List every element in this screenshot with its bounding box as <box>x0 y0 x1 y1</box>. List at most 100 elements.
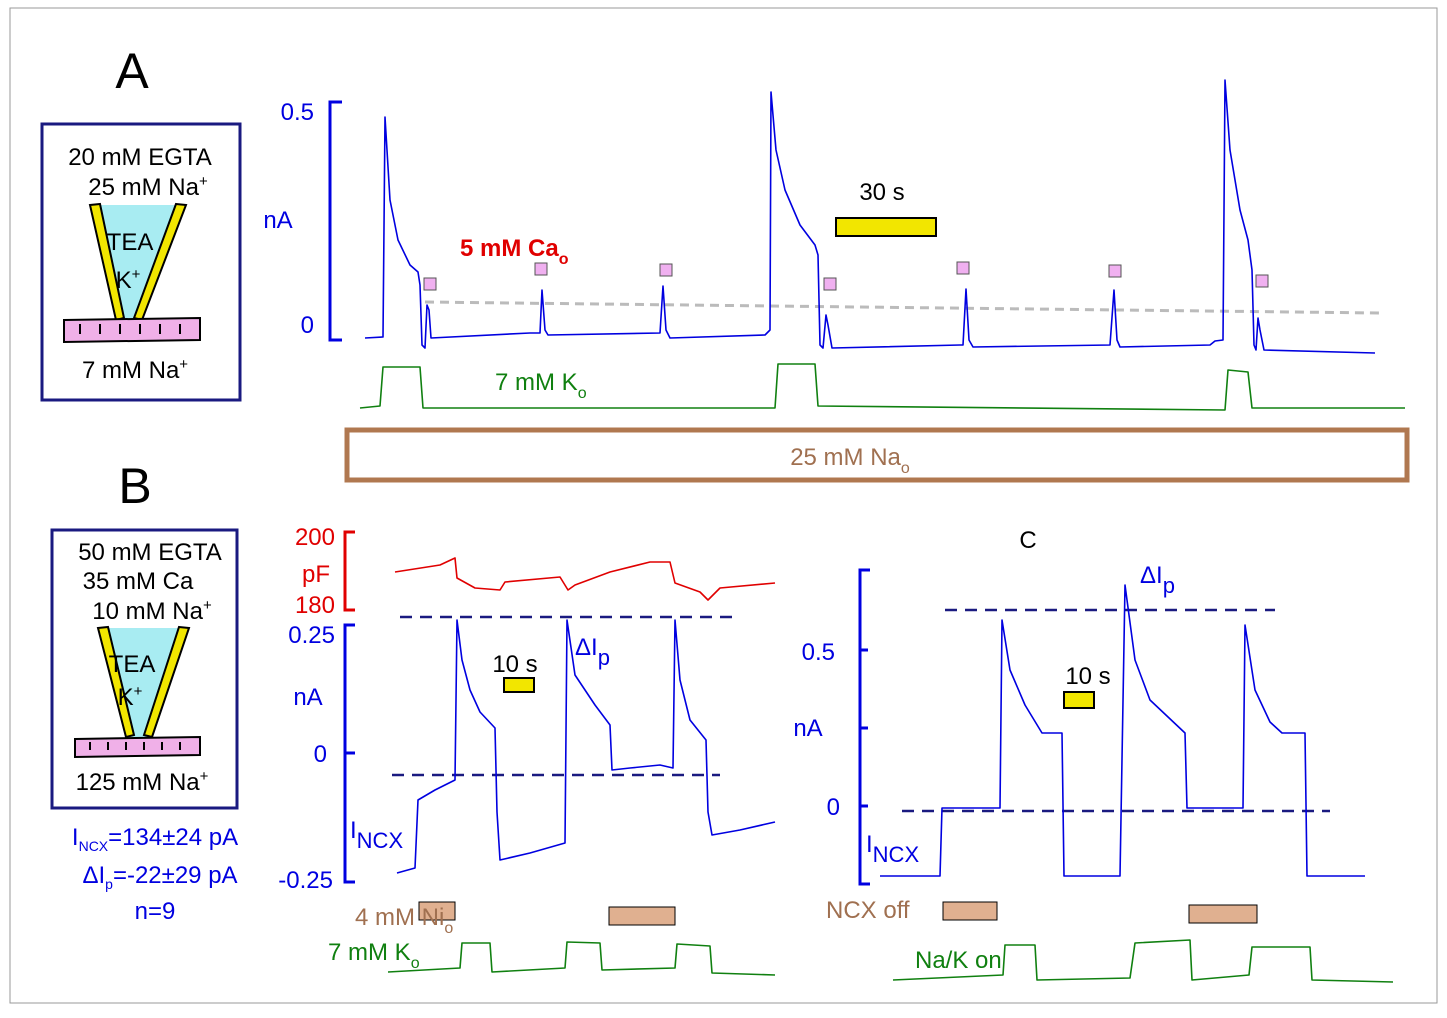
tick-label: 0.25 <box>288 622 335 649</box>
text-part: + <box>179 356 188 373</box>
text-part: ΔI <box>82 862 105 889</box>
text-part: =-22±29 pA <box>113 862 238 889</box>
text-part: o <box>559 251 569 268</box>
scale-bar <box>1063 691 1095 709</box>
tick-label: 0.5 <box>802 639 835 666</box>
y-axis <box>858 568 870 886</box>
box-text: 10 mM Na+ <box>92 597 212 625</box>
box-text: 125 mM Na+ <box>76 768 209 796</box>
ca-label: 5 mM Cao <box>460 235 569 268</box>
scale-label: 10 s <box>1065 663 1110 690</box>
pipette-wall <box>96 625 136 739</box>
axis-unit: nA <box>293 684 322 711</box>
text-part: o <box>578 385 587 402</box>
text-part: NCX <box>79 838 109 854</box>
box-text: 20 mM EGTA <box>68 144 212 171</box>
tick-label: 0.5 <box>281 99 314 126</box>
ni-label: 4 mM Nio <box>355 904 453 937</box>
tick-label: 0 <box>301 312 314 339</box>
box-text: 25 mM Na+ <box>88 173 208 201</box>
ncx-bar <box>1188 904 1258 924</box>
text-part: 7 mM K <box>328 939 411 966</box>
cell <box>63 316 201 344</box>
shape <box>823 277 837 291</box>
text-part: + <box>200 768 209 785</box>
scale-bar <box>835 217 937 237</box>
frame <box>9 7 1438 1004</box>
na-bar <box>344 427 1410 483</box>
delta-label: ΔIp <box>575 634 610 670</box>
text-part: + <box>199 173 208 190</box>
text-part: p <box>598 645 610 670</box>
text-part: p <box>1163 573 1175 598</box>
text-part: 7 mM Na <box>82 357 180 384</box>
text-part: + <box>132 266 141 283</box>
panel-label: C <box>1019 527 1036 554</box>
axis-unit: nA <box>263 207 292 234</box>
stat: n=9 <box>135 898 176 925</box>
text-part: I <box>72 824 79 851</box>
text-part: 4 mM Ni <box>355 904 444 931</box>
shape <box>1255 274 1269 288</box>
ni-bar <box>418 901 456 921</box>
text-part: o <box>444 920 453 937</box>
shape <box>423 277 437 291</box>
baseline <box>424 300 1381 315</box>
text-part: 10 mM Na <box>92 598 203 625</box>
na-label: 25 mM Nao <box>790 444 910 477</box>
cell-ticks <box>89 742 181 750</box>
delta-label: ΔIp <box>1140 562 1175 598</box>
text-part: =134±24 pA <box>108 824 238 851</box>
tick-label: 0 <box>314 741 327 768</box>
box-text: 7 mM Na+ <box>82 356 188 384</box>
stat: INCX=134±24 pA <box>72 824 238 854</box>
text-part: 5 mM Ca <box>460 235 559 262</box>
pf-axis <box>343 530 355 612</box>
text-part: 25 mM Na <box>88 174 199 201</box>
panel-label: B <box>118 458 151 514</box>
pipette-box <box>40 122 242 402</box>
text-part: 125 mM Na <box>76 769 201 796</box>
ni-bar <box>608 906 676 926</box>
current-trace <box>396 619 776 874</box>
scale-label: 10 s <box>492 651 537 678</box>
text-part: NCX <box>357 828 404 853</box>
nak-label: Na/K on <box>915 947 1002 974</box>
axis-unit: pF <box>302 561 330 588</box>
text-part: NCX <box>873 842 920 867</box>
shape <box>1108 264 1122 278</box>
box-text: 35 mM Ca <box>83 568 194 595</box>
tick-label: 0 <box>827 794 840 821</box>
incx-label: INCX <box>866 831 919 867</box>
text-part: K <box>118 684 134 711</box>
text-part: o <box>901 460 910 477</box>
box-text: K+ <box>116 266 141 294</box>
markers <box>423 261 1269 291</box>
shape <box>956 261 970 275</box>
k-trace <box>387 941 776 976</box>
pipette-wall <box>88 202 126 322</box>
text-part: + <box>134 683 143 700</box>
tick-label: 180 <box>295 592 335 619</box>
panel-label: A <box>115 43 149 99</box>
text-part: ΔI <box>1140 562 1163 589</box>
incx-label: INCX <box>350 817 403 853</box>
capacitance-trace <box>394 557 776 601</box>
shape <box>534 262 548 276</box>
shape <box>659 263 673 277</box>
cell <box>74 735 201 759</box>
text-part: K <box>116 267 132 294</box>
k-trace <box>359 363 1405 411</box>
cell-ticks <box>79 324 181 334</box>
ncx-label: NCX off <box>826 897 910 924</box>
y-axis <box>328 100 342 342</box>
box-text: TEA <box>107 229 154 256</box>
nak-trace <box>892 939 1394 983</box>
current-trace <box>880 584 1365 877</box>
text-part: 25 mM Na <box>790 444 901 471</box>
box-text: TEA <box>109 651 156 678</box>
y-axis <box>343 623 355 884</box>
ncx-bar <box>942 901 998 921</box>
box-text: K+ <box>118 683 143 711</box>
